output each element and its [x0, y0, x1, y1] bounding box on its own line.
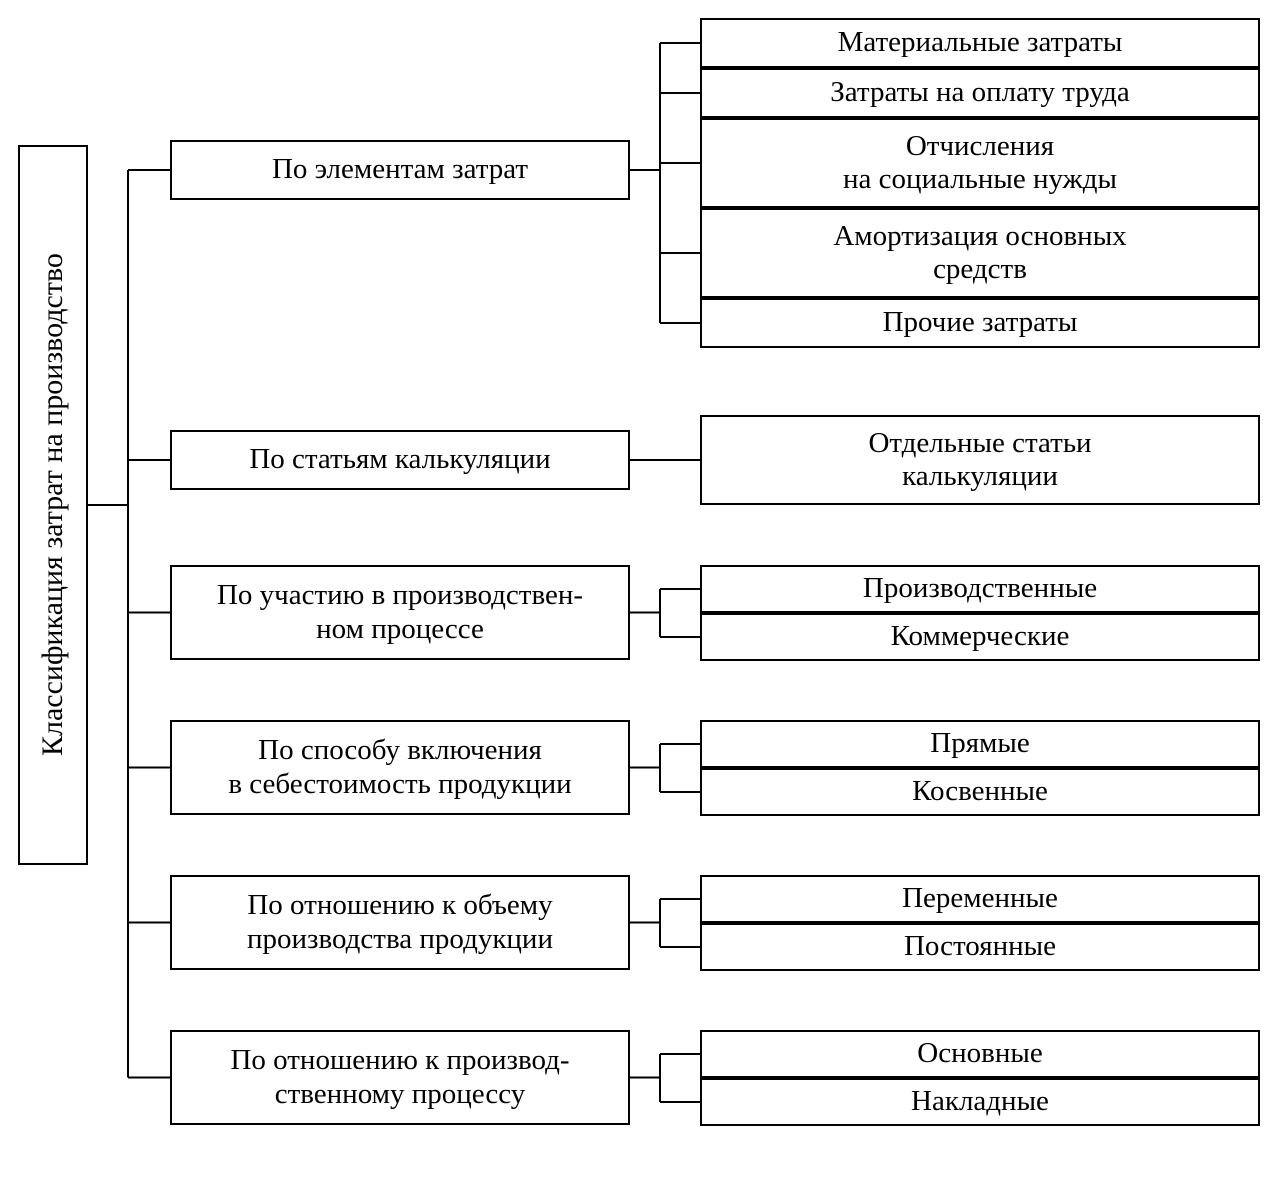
cat-relation: По отношению к производ-ственному процес…: [170, 1030, 630, 1125]
leaf-indirect: Косвенные: [700, 768, 1260, 816]
cat-inclusion: По способу включенияв себестоимость прод…: [170, 720, 630, 815]
leaf-direct: Прямые: [700, 720, 1260, 768]
leaf-other: Прочие затраты: [700, 298, 1260, 348]
leaf-amort: Амортизация основныхсредств: [700, 208, 1260, 298]
root-node: Классификация затрат на производство: [18, 145, 88, 865]
leaf-production: Производственные: [700, 565, 1260, 613]
leaf-social: Отчисленияна социальные нужды: [700, 118, 1260, 208]
leaf-commercial: Коммерческие: [700, 613, 1260, 661]
cat-volume: По отношению к объемупроизводства продук…: [170, 875, 630, 970]
leaf-labor: Затраты на оплату труда: [700, 68, 1260, 118]
leaf-variable: Переменные: [700, 875, 1260, 923]
leaf-material: Материальные затраты: [700, 18, 1260, 68]
leaf-overhead: Накладные: [700, 1078, 1260, 1126]
cat-participation: По участию в производствен-ном процессе: [170, 565, 630, 660]
classification-diagram: Классификация затрат на производство По э…: [10, 10, 1273, 1171]
leaf-articles: Отдельные статьикалькуляции: [700, 415, 1260, 505]
leaf-main: Основные: [700, 1030, 1260, 1078]
cat-elements: По элементам затрат: [170, 140, 630, 200]
cat-articles: По статьям калькуляции: [170, 430, 630, 490]
leaf-fixed: Постоянные: [700, 923, 1260, 971]
